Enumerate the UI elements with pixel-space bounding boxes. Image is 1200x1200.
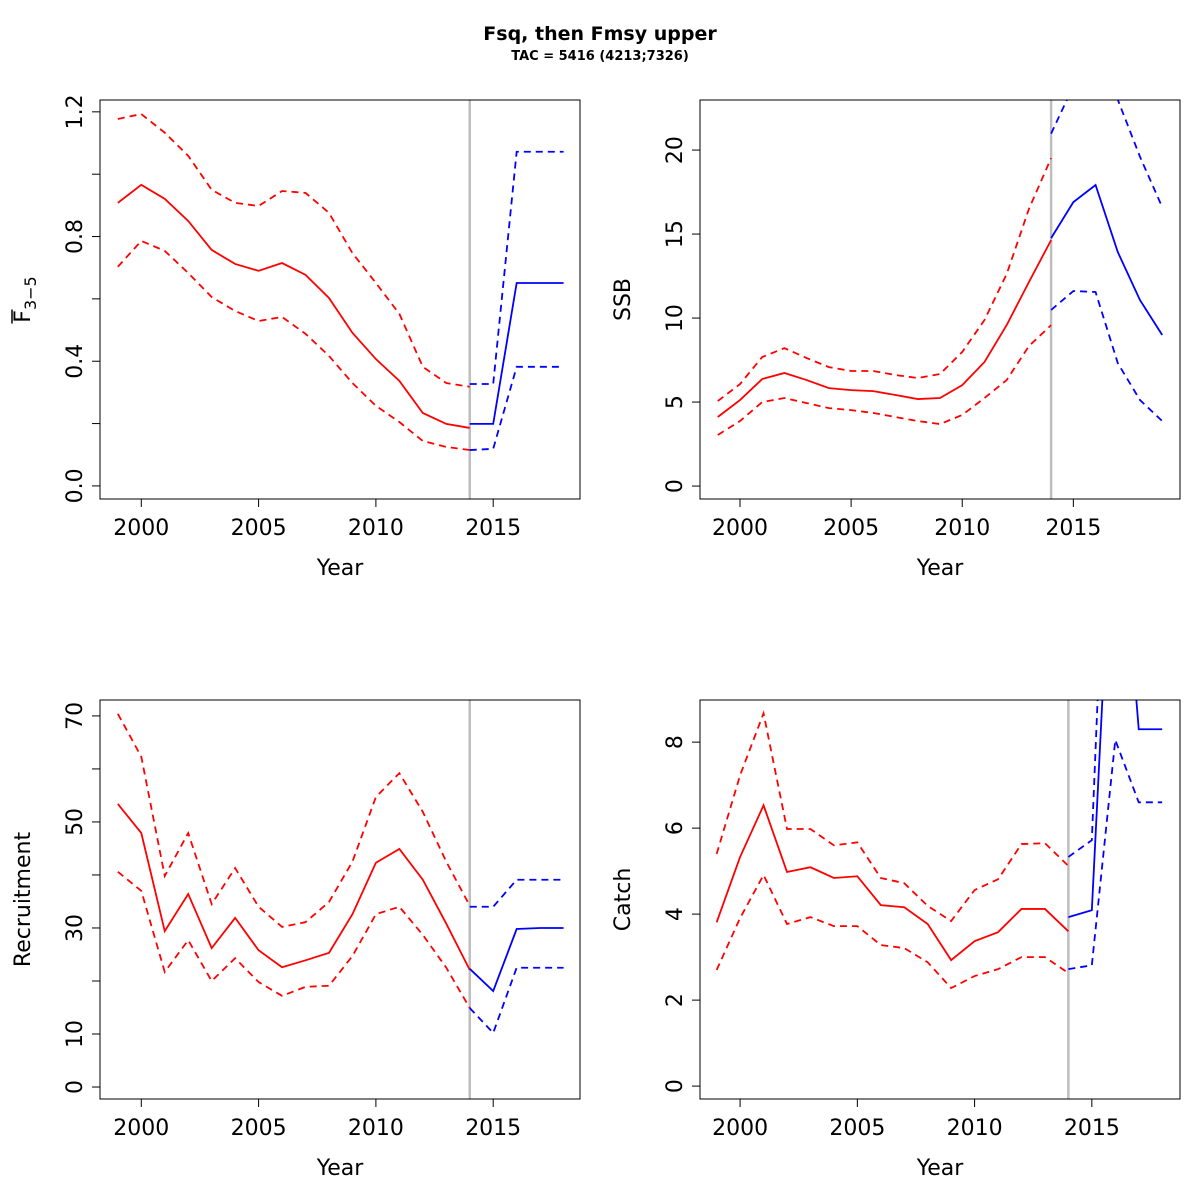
x-axis-label: Year bbox=[916, 556, 965, 581]
series-line bbox=[469, 927, 564, 993]
series-line bbox=[469, 878, 564, 908]
series-line bbox=[469, 150, 564, 385]
series-line bbox=[1067, 700, 1099, 858]
panel: 2000 2005 2010 2015 0.0 0.4 0.8 1.2 Year F3−5 bbox=[11, 94, 581, 581]
series-line bbox=[469, 365, 564, 451]
series-group bbox=[117, 713, 564, 1035]
y-tick-label: 0.4 bbox=[63, 344, 88, 379]
y-tick-label: 0.8 bbox=[63, 219, 88, 254]
x-tick-label: 2010 bbox=[947, 1116, 1003, 1141]
series-line bbox=[117, 803, 471, 971]
y-tick-label: 50 bbox=[63, 808, 88, 836]
x-tick-label: 2000 bbox=[712, 516, 768, 541]
y-axis-label: SSB bbox=[611, 278, 636, 321]
series-line bbox=[717, 324, 1052, 436]
y-axis-label: Catch bbox=[611, 868, 636, 932]
figure-title: Fsq, then Fmsy upper bbox=[483, 23, 717, 45]
x-tick-label: 2015 bbox=[465, 516, 521, 541]
y-tick-label: 70 bbox=[63, 702, 88, 730]
x-tick-label: 2015 bbox=[1045, 516, 1101, 541]
series-line bbox=[469, 282, 564, 425]
series-line bbox=[1050, 183, 1163, 336]
panel: 2000 2005 2010 2015 0 10 30 50 70 Year Recruitment bbox=[11, 699, 581, 1181]
series-line bbox=[1068, 700, 1163, 918]
y-tick-label: 0 bbox=[663, 479, 688, 493]
series-group bbox=[715, 700, 1163, 990]
y-tick-label: 30 bbox=[63, 914, 88, 942]
y-tick-label: 10 bbox=[663, 304, 688, 332]
series-line bbox=[715, 710, 1070, 923]
y-tick-label: 8 bbox=[663, 735, 688, 749]
series-line bbox=[117, 713, 471, 928]
series-line bbox=[117, 113, 470, 388]
y-tick-label: 10 bbox=[63, 1020, 88, 1048]
series-line bbox=[717, 157, 1052, 402]
y-tick-label: 2 bbox=[663, 993, 688, 1007]
series-group bbox=[717, 100, 1164, 436]
y-axis-label-sub: 3−5 bbox=[21, 276, 40, 310]
y-tick-label: 0 bbox=[63, 1080, 88, 1094]
series-line bbox=[117, 183, 470, 429]
x-tick-label: 2015 bbox=[465, 1116, 521, 1141]
plot-frame bbox=[699, 699, 1181, 1100]
x-tick-label: 2005 bbox=[829, 1116, 885, 1141]
y-tick-label: 0 bbox=[663, 1079, 688, 1093]
y-tick-label: 1.2 bbox=[63, 94, 88, 129]
x-axis-label: Year bbox=[316, 556, 365, 581]
x-tick-label: 2005 bbox=[231, 516, 287, 541]
x-tick-label: 2015 bbox=[1064, 1116, 1120, 1141]
series-line bbox=[1050, 100, 1164, 208]
y-tick-label: 0.0 bbox=[63, 468, 88, 503]
series-group bbox=[117, 113, 564, 451]
x-tick-label: 2000 bbox=[113, 1116, 169, 1141]
series-line bbox=[117, 871, 471, 1009]
y-axis-label: F3−5 bbox=[11, 276, 40, 322]
x-tick-label: 2005 bbox=[823, 516, 879, 541]
y-tick-label: 5 bbox=[663, 395, 688, 409]
y-tick-label: 20 bbox=[663, 136, 688, 164]
series-line bbox=[117, 239, 470, 451]
series-line bbox=[717, 239, 1052, 418]
x-axis-label: Year bbox=[916, 1156, 965, 1181]
y-axis-label-main: F bbox=[11, 310, 36, 323]
plot-frame bbox=[699, 99, 1181, 500]
figure-subtitle: TAC = 5416 (4213;7326) bbox=[511, 49, 689, 64]
y-tick-label: 6 bbox=[663, 821, 688, 835]
y-tick-label: 15 bbox=[663, 220, 688, 248]
x-tick-label: 2010 bbox=[348, 516, 404, 541]
x-tick-label: 2000 bbox=[113, 516, 169, 541]
y-tick-label: 4 bbox=[663, 907, 688, 921]
series-line bbox=[715, 873, 1069, 990]
x-tick-label: 2010 bbox=[934, 516, 990, 541]
panel: 2000 2005 2010 2015 0 2 4 6 8 Year Catch bbox=[611, 699, 1181, 1181]
series-line bbox=[1050, 290, 1163, 422]
series-line bbox=[715, 802, 1070, 962]
y-axis-label: Recruitment bbox=[11, 832, 36, 968]
series-line bbox=[469, 966, 564, 1035]
plot-frame bbox=[99, 99, 581, 500]
x-tick-label: 2005 bbox=[231, 1116, 287, 1141]
x-axis-label: Year bbox=[316, 1156, 365, 1181]
series-line bbox=[1068, 739, 1163, 971]
panel: 2000 2005 2010 2015 0 5 10 15 20 Year SSB bbox=[611, 99, 1181, 581]
x-tick-label: 2000 bbox=[712, 1116, 768, 1141]
x-tick-label: 2010 bbox=[348, 1116, 404, 1141]
plot-frame bbox=[99, 699, 581, 1100]
